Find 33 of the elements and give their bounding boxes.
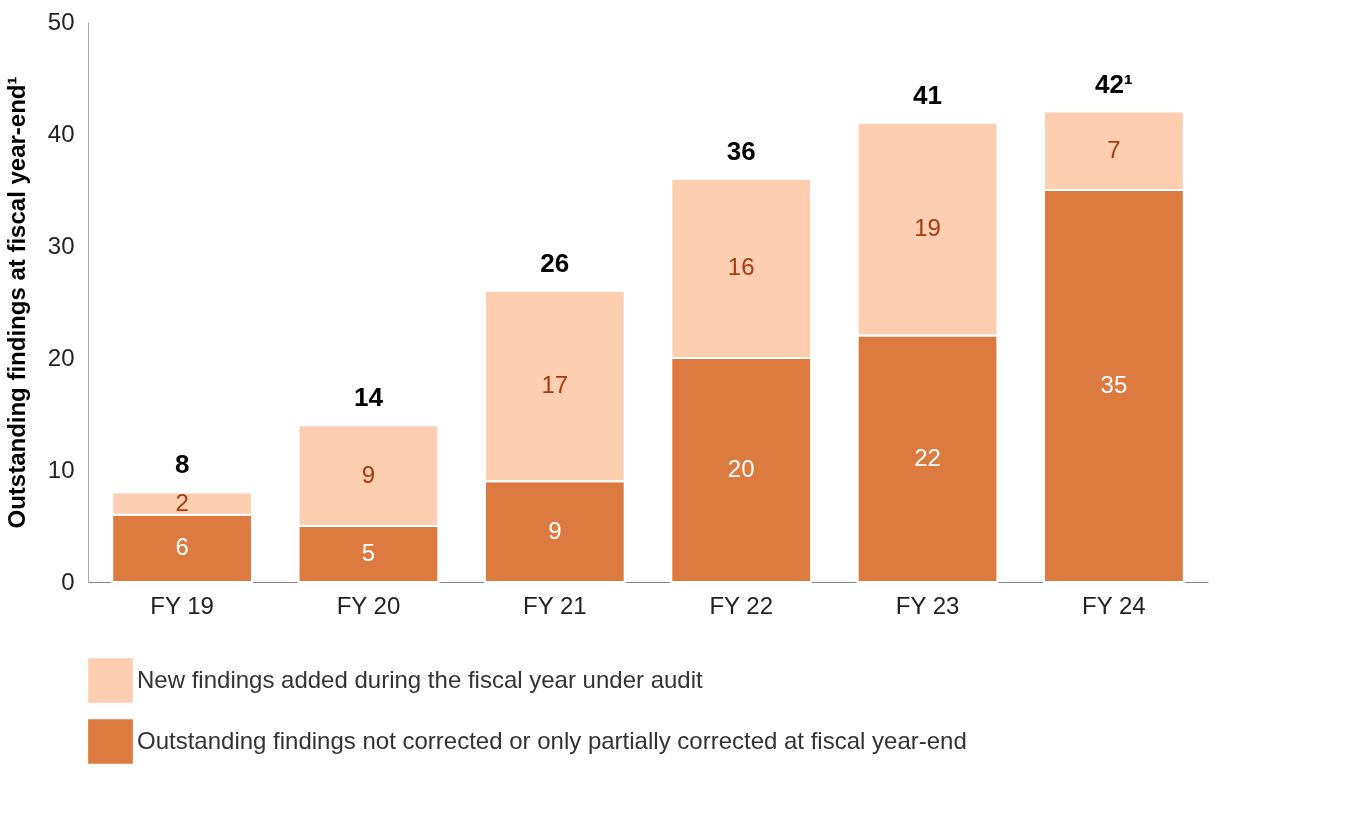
data-label: 35 xyxy=(1100,371,1128,398)
data-label: 5 xyxy=(361,539,376,566)
x-tick-label: FY 20 xyxy=(336,591,401,619)
x-tick-label: FY 23 xyxy=(895,591,960,619)
y-axis-title: Outstanding findings at fiscal year-end¹ xyxy=(2,76,30,529)
x-tick-label: FY 19 xyxy=(150,591,214,619)
y-tick-label: 10 xyxy=(47,455,75,483)
data-label: 6 xyxy=(175,533,189,561)
y-tick-label: 0 xyxy=(61,567,75,595)
y-tick-label: 40 xyxy=(47,119,75,147)
y-tick-label: 50 xyxy=(47,7,75,35)
data-label: 2 xyxy=(175,488,189,516)
total-label: 8 xyxy=(174,449,190,480)
data-label: 20 xyxy=(727,455,755,482)
data-label: 19 xyxy=(914,214,941,242)
data-label: 17 xyxy=(541,371,569,398)
data-label: 7 xyxy=(1107,135,1121,163)
x-tick-label: FY 24 xyxy=(1082,591,1146,619)
total-label: 14 xyxy=(354,382,384,413)
x-tick-label: FY 22 xyxy=(709,591,773,619)
data-label: 16 xyxy=(727,253,755,281)
data-label: 22 xyxy=(914,443,941,471)
legend-label: New findings added during the fiscal year under audit xyxy=(137,665,704,693)
data-label: 9 xyxy=(548,516,562,544)
total-label: 42¹ xyxy=(1095,68,1133,99)
legend-label: Outstanding findings not corrected or only partially corrected at fiscal year-end xyxy=(137,726,967,754)
total-label: 26 xyxy=(540,247,570,278)
data-label: 9 xyxy=(361,460,376,488)
y-tick-label: 20 xyxy=(47,343,75,371)
x-tick-label: FY 21 xyxy=(523,591,587,619)
y-tick-label: 30 xyxy=(47,231,75,259)
total-label: 41 xyxy=(913,79,942,110)
total-label: 36 xyxy=(726,135,756,166)
